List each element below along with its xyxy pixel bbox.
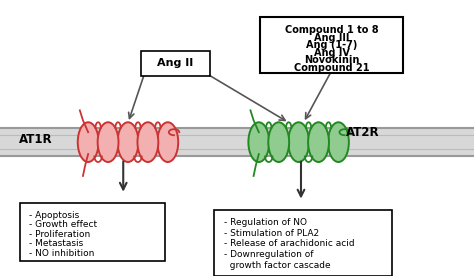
- Ellipse shape: [288, 122, 309, 162]
- Ellipse shape: [328, 122, 349, 162]
- Ellipse shape: [308, 122, 329, 162]
- FancyBboxPatch shape: [141, 51, 210, 76]
- Text: Compound 21: Compound 21: [294, 63, 370, 73]
- Text: Ang III: Ang III: [314, 33, 349, 43]
- FancyBboxPatch shape: [214, 210, 392, 276]
- Ellipse shape: [157, 122, 178, 162]
- Text: growth factor cascade: growth factor cascade: [224, 261, 330, 270]
- Text: - NO inhibition: - NO inhibition: [29, 248, 95, 258]
- Text: - Downregulation of: - Downregulation of: [224, 250, 313, 259]
- Text: Ang (1-7): Ang (1-7): [306, 40, 357, 51]
- Text: - Release of arachidonic acid: - Release of arachidonic acid: [224, 239, 355, 248]
- Text: - Growth effect: - Growth effect: [29, 220, 98, 229]
- FancyBboxPatch shape: [0, 128, 474, 156]
- Text: AT2R: AT2R: [346, 126, 380, 139]
- Text: - Stimulation of PLA2: - Stimulation of PLA2: [224, 229, 319, 238]
- Ellipse shape: [78, 122, 99, 162]
- Ellipse shape: [98, 122, 118, 162]
- Text: - Regulation of NO: - Regulation of NO: [224, 218, 307, 227]
- Ellipse shape: [137, 122, 158, 162]
- Ellipse shape: [268, 122, 289, 162]
- Text: - Proliferation: - Proliferation: [29, 230, 91, 239]
- Text: Ang IV: Ang IV: [314, 48, 350, 58]
- FancyBboxPatch shape: [261, 17, 403, 73]
- Ellipse shape: [118, 122, 138, 162]
- FancyBboxPatch shape: [20, 203, 165, 261]
- Text: - Apoptosis: - Apoptosis: [29, 211, 80, 220]
- Text: Compound 1 to 8: Compound 1 to 8: [285, 25, 379, 35]
- Text: Ang II: Ang II: [157, 59, 193, 68]
- Text: - Metastasis: - Metastasis: [29, 239, 83, 248]
- Ellipse shape: [248, 122, 269, 162]
- Text: AT1R: AT1R: [19, 133, 53, 146]
- Text: Novokinin: Novokinin: [304, 55, 359, 65]
